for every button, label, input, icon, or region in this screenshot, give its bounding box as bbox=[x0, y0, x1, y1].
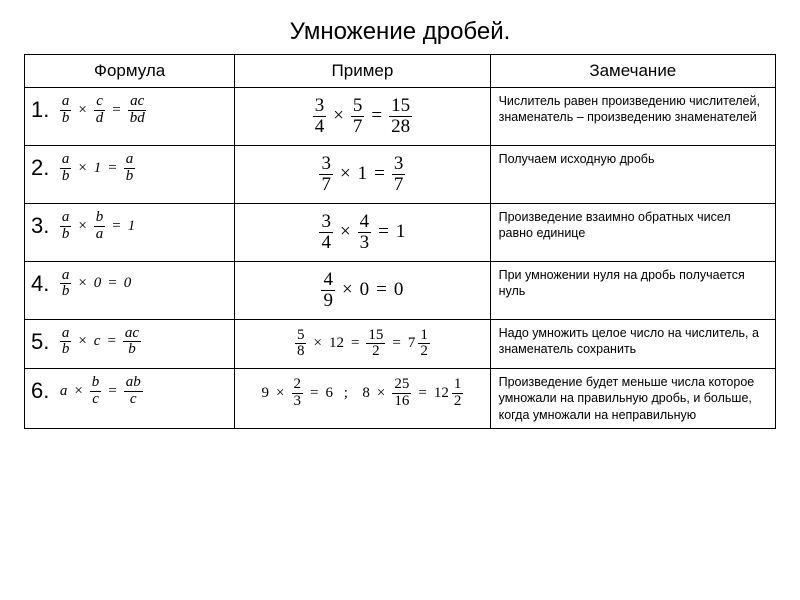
col-note-header: Замечание bbox=[490, 55, 775, 88]
table-row: 3. ab×ba=134×43=1Произведение взаимно об… bbox=[25, 203, 776, 261]
row-number: 2. bbox=[31, 155, 49, 181]
example-cell: 9×23=6 ; 8×2516=1212 bbox=[235, 369, 490, 429]
row-number: 4. bbox=[31, 271, 49, 297]
table-row: 5. ab×c=acb58×12=152=712Надо умножить це… bbox=[25, 319, 776, 369]
rules-table: Формула Пример Замечание 1. ab×cd=acbd34… bbox=[24, 54, 776, 429]
row-number: 1. bbox=[31, 97, 49, 123]
note-cell: Получаем исходную дробь bbox=[490, 145, 775, 203]
note-cell: Произведение взаимно обратных чисел равн… bbox=[490, 203, 775, 261]
formula-cell: 4. ab×0=0 bbox=[25, 261, 235, 319]
example-cell: 34×57=1528 bbox=[235, 88, 490, 146]
row-number: 5. bbox=[31, 329, 49, 355]
table-row: 1. ab×cd=acbd34×57=1528Числитель равен п… bbox=[25, 88, 776, 146]
page-title: Умножение дробей. bbox=[24, 18, 776, 46]
note-cell: Числитель равен произведению числителей,… bbox=[490, 88, 775, 146]
example-cell: 34×43=1 bbox=[235, 203, 490, 261]
row-number: 3. bbox=[31, 213, 49, 239]
formula-cell: 1. ab×cd=acbd bbox=[25, 88, 235, 146]
formula-cell: 6. a×bc=abc bbox=[25, 369, 235, 429]
note-cell: Надо умножить целое число на числитель, … bbox=[490, 319, 775, 369]
formula-cell: 2. ab×1=ab bbox=[25, 145, 235, 203]
header-row: Формула Пример Замечание bbox=[25, 55, 776, 88]
col-formula-header: Формула bbox=[25, 55, 235, 88]
col-example-header: Пример bbox=[235, 55, 490, 88]
example-cell: 37×1=37 bbox=[235, 145, 490, 203]
example-cell: 49×0=0 bbox=[235, 261, 490, 319]
row-number: 6. bbox=[31, 378, 49, 404]
table-row: 6. a×bc=abc9×23=6 ; 8×2516=1212Произведе… bbox=[25, 369, 776, 429]
example-cell: 58×12=152=712 bbox=[235, 319, 490, 369]
table-row: 4. ab×0=049×0=0При умножении нуля на дро… bbox=[25, 261, 776, 319]
note-cell: При умножении нуля на дробь получается н… bbox=[490, 261, 775, 319]
note-cell: Произведение будет меньше числа которое … bbox=[490, 369, 775, 429]
formula-cell: 3. ab×ba=1 bbox=[25, 203, 235, 261]
table-row: 2. ab×1=ab37×1=37Получаем исходную дробь bbox=[25, 145, 776, 203]
formula-cell: 5. ab×c=acb bbox=[25, 319, 235, 369]
